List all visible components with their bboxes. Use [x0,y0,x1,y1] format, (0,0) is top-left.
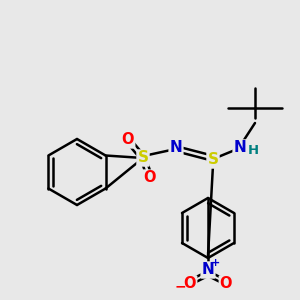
Text: H: H [248,145,259,158]
Text: N: N [202,262,214,278]
Text: O: O [122,133,134,148]
Text: +: + [212,258,220,268]
Text: N: N [169,140,182,155]
Text: −: − [174,279,186,293]
Text: N: N [234,140,246,155]
Text: S: S [208,152,218,167]
Text: S: S [137,151,148,166]
Text: O: O [220,277,232,292]
Text: O: O [144,170,156,185]
Text: O: O [184,277,196,292]
